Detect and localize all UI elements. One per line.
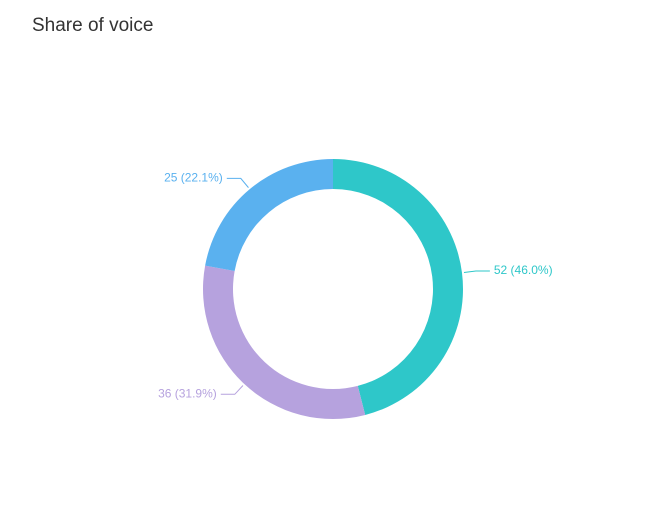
leader-line xyxy=(226,177,249,188)
donut-segment xyxy=(205,159,333,272)
data-label: 25 (22.1%) xyxy=(164,171,223,185)
chart-title: Share of voice xyxy=(32,15,153,36)
donut-segment xyxy=(202,265,366,419)
leader-line xyxy=(220,385,244,395)
leader-line xyxy=(463,270,490,274)
data-label: 52 (46.0%) xyxy=(494,263,553,277)
donut-segment xyxy=(333,159,463,415)
data-label: 36 (31.9%) xyxy=(158,386,217,400)
